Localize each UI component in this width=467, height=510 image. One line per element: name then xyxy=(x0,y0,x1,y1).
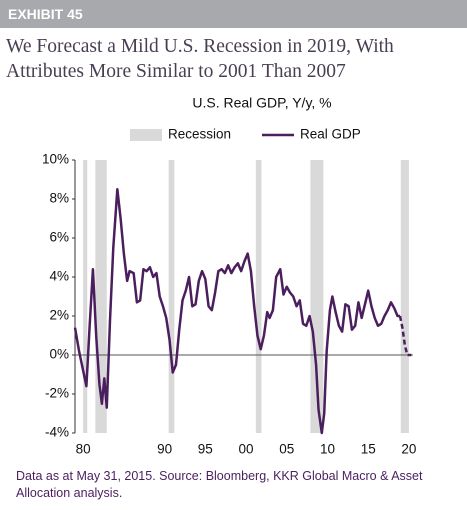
gdp-line xyxy=(73,188,400,435)
x-tick-label: 20 xyxy=(401,442,416,457)
recession-band xyxy=(400,160,409,433)
x-tick-label: 90 xyxy=(157,442,172,457)
legend-recession-swatch xyxy=(130,129,162,141)
x-tick-label: 80 xyxy=(76,442,91,457)
y-tick-label: 0% xyxy=(49,347,69,362)
y-tick-label: 10% xyxy=(42,152,69,167)
y-tick-label: 6% xyxy=(49,230,69,245)
legend-gdp: Real GDP xyxy=(300,127,361,142)
legend-recession: Recession xyxy=(168,127,231,142)
recession-band xyxy=(255,160,262,433)
title: We Forecast a Mild U.S. Recession in 201… xyxy=(6,36,394,82)
gdp-line xyxy=(398,315,412,357)
header: EXHIBIT 45 xyxy=(8,6,83,22)
recession-band xyxy=(95,160,107,433)
recession-band xyxy=(310,160,324,433)
y-tick-label: 4% xyxy=(49,269,69,284)
x-tick-label: 15 xyxy=(361,442,376,457)
y-tick-label: -4% xyxy=(45,425,69,440)
footer: Data as at May 31, 2015. Source: Bloombe… xyxy=(16,469,423,500)
chart-title: U.S. Real GDP, Y/y, % xyxy=(192,95,331,111)
recession-band xyxy=(168,160,175,433)
y-tick-label: 8% xyxy=(49,191,69,206)
header-bar: EXHIBIT 45 xyxy=(0,0,467,28)
y-tick-label: -2% xyxy=(45,386,69,401)
x-tick-label: 10 xyxy=(320,442,335,457)
y-tick-label: 2% xyxy=(49,308,69,323)
x-tick-label: 00 xyxy=(239,442,254,457)
x-tick-label: 05 xyxy=(279,442,294,457)
recession-band xyxy=(83,160,88,433)
x-tick-label: 95 xyxy=(198,442,213,457)
chart: U.S. Real GDP, Y/y, % Recession Real GDP… xyxy=(42,95,416,457)
